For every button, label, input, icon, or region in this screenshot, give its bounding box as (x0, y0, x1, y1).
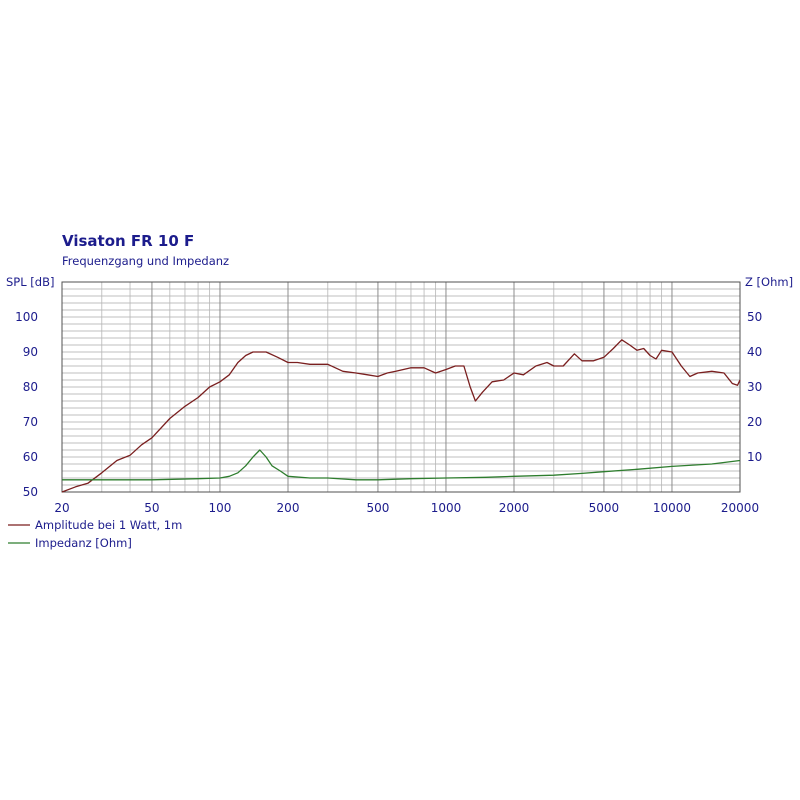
y-left-tick-label: 100 (15, 310, 38, 324)
chart-subtitle: Frequenzgang und Impedanz (62, 254, 229, 268)
legend-label: Impedanz [Ohm] (35, 536, 132, 550)
y-left-axis-label: SPL [dB] (6, 275, 54, 289)
x-tick-label: 10000 (653, 501, 691, 515)
x-tick-label: 500 (366, 501, 389, 515)
y-right-tick-label: 30 (747, 380, 762, 394)
x-tick-label: 200 (277, 501, 300, 515)
x-tick-label: 50 (144, 501, 159, 515)
chart-title: Visaton FR 10 F (62, 232, 194, 250)
y-left-tick-label: 50 (23, 485, 38, 499)
x-tick-label: 5000 (589, 501, 620, 515)
y-right-tick-label: 20 (747, 415, 762, 429)
y-left-tick-label: 60 (23, 450, 38, 464)
x-tick-label: 20 (54, 501, 69, 515)
y-left-tick-label: 70 (23, 415, 38, 429)
x-axis-ticks: 20 50 100 200 500 1000 2000 5000 10000 20000 (54, 501, 759, 515)
series-line-impedance (62, 449, 741, 481)
y-right-axis-label: Z [Ohm] (745, 275, 793, 289)
plot-frame (61, 281, 741, 493)
legend-label: Amplitude bei 1 Watt, 1m (35, 518, 182, 532)
y-right-tick-label: 40 (747, 345, 762, 359)
x-tick-label: 20000 (721, 501, 759, 515)
series-line-amplitude (61, 339, 741, 493)
x-tick-label: 1000 (431, 501, 462, 515)
y-left-tick-label: 80 (23, 380, 38, 394)
y-right-axis-ticks: 10 20 30 40 50 (747, 310, 762, 464)
x-tick-label: 100 (209, 501, 232, 515)
x-tick-label: 2000 (499, 501, 530, 515)
series-layer (61, 339, 741, 493)
legend: Amplitude bei 1 Watt, 1m Impedanz [Ohm] (8, 518, 182, 550)
plot-grid (62, 282, 740, 492)
y-right-tick-label: 50 (747, 310, 762, 324)
y-right-tick-label: 10 (747, 450, 762, 464)
y-left-tick-label: 90 (23, 345, 38, 359)
y-left-axis-ticks: 50 60 70 80 90 100 (15, 310, 38, 499)
